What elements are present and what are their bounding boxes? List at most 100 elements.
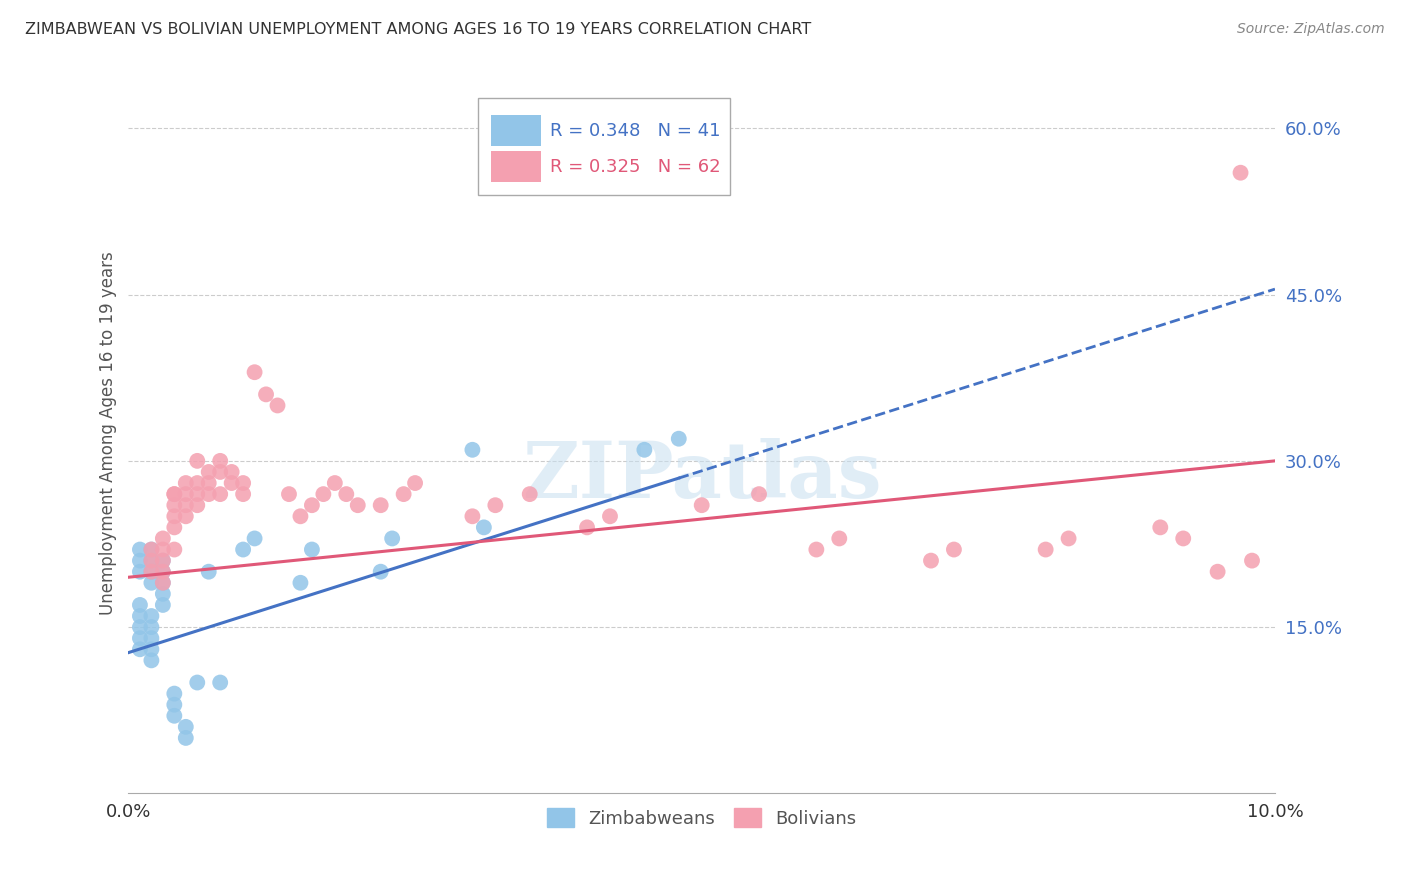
Point (266, 399, 288, 413)
Point (576, 520, 599, 534)
FancyBboxPatch shape (491, 115, 541, 146)
Point (599, 509, 621, 524)
Text: ZIPatlas: ZIPatlas (522, 438, 882, 515)
Point (141, 575, 163, 590)
Point (163, 520, 186, 534)
Point (209, 487, 232, 501)
Point (1206, 565, 1229, 579)
Point (152, 565, 174, 579)
Point (381, 532, 404, 546)
Point (290, 509, 312, 524)
Point (129, 620, 152, 634)
Point (186, 487, 208, 501)
Point (129, 631, 152, 645)
Point (404, 476, 426, 491)
Point (472, 520, 495, 534)
Point (197, 476, 219, 491)
Point (232, 487, 254, 501)
Point (129, 598, 152, 612)
Point (152, 575, 174, 590)
Point (141, 565, 163, 579)
Point (163, 487, 186, 501)
Point (152, 598, 174, 612)
Point (323, 476, 346, 491)
Point (174, 509, 197, 524)
Point (370, 498, 392, 512)
Point (209, 675, 232, 690)
Y-axis label: Unemployment Among Ages 16 to 19 years: Unemployment Among Ages 16 to 19 years (100, 252, 117, 615)
Point (484, 498, 506, 512)
Point (243, 532, 266, 546)
Point (141, 609, 163, 624)
Point (232, 476, 254, 491)
Point (129, 542, 152, 557)
Point (197, 465, 219, 479)
Point (186, 498, 208, 512)
Point (141, 542, 163, 557)
Point (163, 687, 186, 701)
Point (370, 565, 392, 579)
Point (152, 553, 174, 567)
Point (312, 487, 335, 501)
Point (633, 442, 655, 457)
Point (197, 565, 219, 579)
Point (254, 387, 277, 401)
Point (197, 487, 219, 501)
Point (346, 498, 368, 512)
Point (174, 498, 197, 512)
Point (141, 631, 163, 645)
Point (174, 720, 197, 734)
Point (186, 476, 208, 491)
Point (209, 454, 232, 468)
Point (335, 487, 357, 501)
Point (163, 542, 186, 557)
Point (221, 465, 243, 479)
Point (152, 565, 174, 579)
Legend: Zimbabweans, Bolivians: Zimbabweans, Bolivians (540, 801, 863, 835)
Point (129, 609, 152, 624)
Point (141, 553, 163, 567)
Text: R = 0.325   N = 62: R = 0.325 N = 62 (550, 158, 721, 176)
Point (163, 498, 186, 512)
Point (1229, 166, 1251, 180)
FancyBboxPatch shape (491, 151, 541, 183)
Point (278, 487, 301, 501)
FancyBboxPatch shape (478, 98, 730, 195)
Point (806, 542, 828, 557)
Point (141, 620, 163, 634)
Text: ZIMBABWEAN VS BOLIVIAN UNEMPLOYMENT AMONG AGES 16 TO 19 YEARS CORRELATION CHART: ZIMBABWEAN VS BOLIVIAN UNEMPLOYMENT AMON… (25, 22, 811, 37)
Point (461, 509, 484, 524)
Point (1149, 520, 1171, 534)
Point (301, 498, 323, 512)
Point (748, 487, 770, 501)
Point (920, 553, 942, 567)
Point (174, 476, 197, 491)
Point (152, 532, 174, 546)
Point (301, 542, 323, 557)
Point (186, 675, 208, 690)
Point (209, 465, 232, 479)
Point (152, 542, 174, 557)
Point (174, 487, 197, 501)
Point (942, 542, 965, 557)
Point (392, 487, 415, 501)
Point (461, 442, 484, 457)
Point (828, 532, 851, 546)
Point (163, 509, 186, 524)
Point (644, 166, 666, 180)
Point (163, 708, 186, 723)
Point (129, 642, 152, 657)
Point (141, 565, 163, 579)
Point (174, 731, 197, 745)
Text: Source: ZipAtlas.com: Source: ZipAtlas.com (1237, 22, 1385, 37)
Point (519, 487, 541, 501)
Point (1057, 532, 1080, 546)
Point (141, 553, 163, 567)
Point (163, 698, 186, 712)
Point (221, 476, 243, 491)
Point (668, 432, 690, 446)
Point (232, 542, 254, 557)
Point (186, 454, 208, 468)
Point (152, 587, 174, 601)
Text: R = 0.348   N = 41: R = 0.348 N = 41 (550, 121, 721, 140)
